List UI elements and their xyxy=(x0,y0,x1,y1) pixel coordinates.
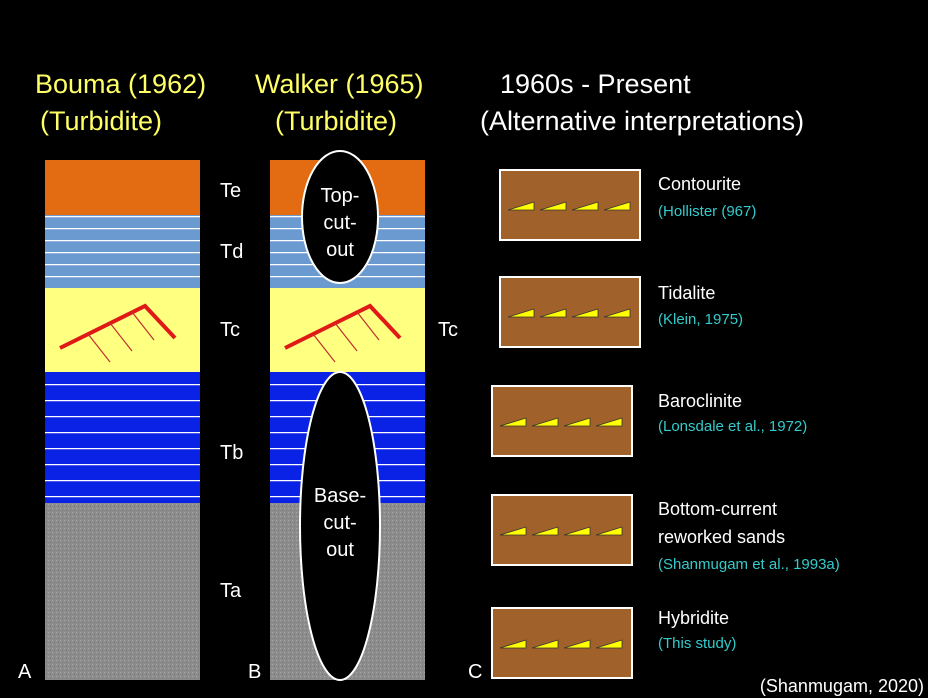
alt-title: Tidalite xyxy=(658,283,715,303)
layer xyxy=(45,160,200,215)
layer-label: Tb xyxy=(220,442,243,464)
layer-label: Td xyxy=(220,241,243,263)
layer xyxy=(45,288,200,372)
diagram: Bouma (1962) (Turbidite) Walker (1965) (Tur… xyxy=(0,0,928,698)
layer-label: Ta xyxy=(220,580,242,602)
cut-out-label: out xyxy=(326,539,354,561)
layer xyxy=(45,215,200,288)
heading: (Turbidite) xyxy=(275,106,397,136)
alt-citation: (Klein, 1975) xyxy=(658,311,743,328)
alt-citation: (Hollister (967) xyxy=(658,203,756,220)
panel-letter: A xyxy=(18,661,32,683)
layer xyxy=(270,288,425,372)
alt-title: Hybridite xyxy=(658,608,729,628)
alternatives xyxy=(492,170,640,678)
layer-label: Tc xyxy=(438,319,458,341)
alt-citation: (Lonsdale et al., 1972) xyxy=(658,418,807,435)
cut-out-label: cut- xyxy=(323,512,356,534)
alt-title: Contourite xyxy=(658,174,741,194)
heading: Walker (1965) xyxy=(255,69,424,99)
cut-out-label: Base- xyxy=(314,485,366,507)
layer-label: Te xyxy=(220,180,241,202)
cut-out-label: out xyxy=(326,239,354,261)
panel-letter: C xyxy=(468,661,482,683)
layer-label: Tc xyxy=(220,319,240,341)
layer xyxy=(45,372,200,503)
alt-citation: (Shanmugam et al., 1993a) xyxy=(658,556,840,573)
heading: Bouma (1962) xyxy=(35,69,206,99)
heading: (Alternative interpretations) xyxy=(480,106,804,136)
heading: 1960s - Present xyxy=(500,69,691,99)
alt-title: reworked sands xyxy=(658,527,785,547)
alt-citation: (This study) xyxy=(658,635,736,652)
layer xyxy=(45,503,200,680)
panel-letter: B xyxy=(248,661,261,683)
heading: (Turbidite) xyxy=(40,106,162,136)
alt-title: Bottom-current xyxy=(658,499,777,519)
alt-title: Baroclinite xyxy=(658,391,742,411)
source: (Shanmugam, 2020) xyxy=(760,676,924,696)
cut-out-label: cut- xyxy=(323,212,356,234)
cut-out-label: Top- xyxy=(321,185,360,207)
